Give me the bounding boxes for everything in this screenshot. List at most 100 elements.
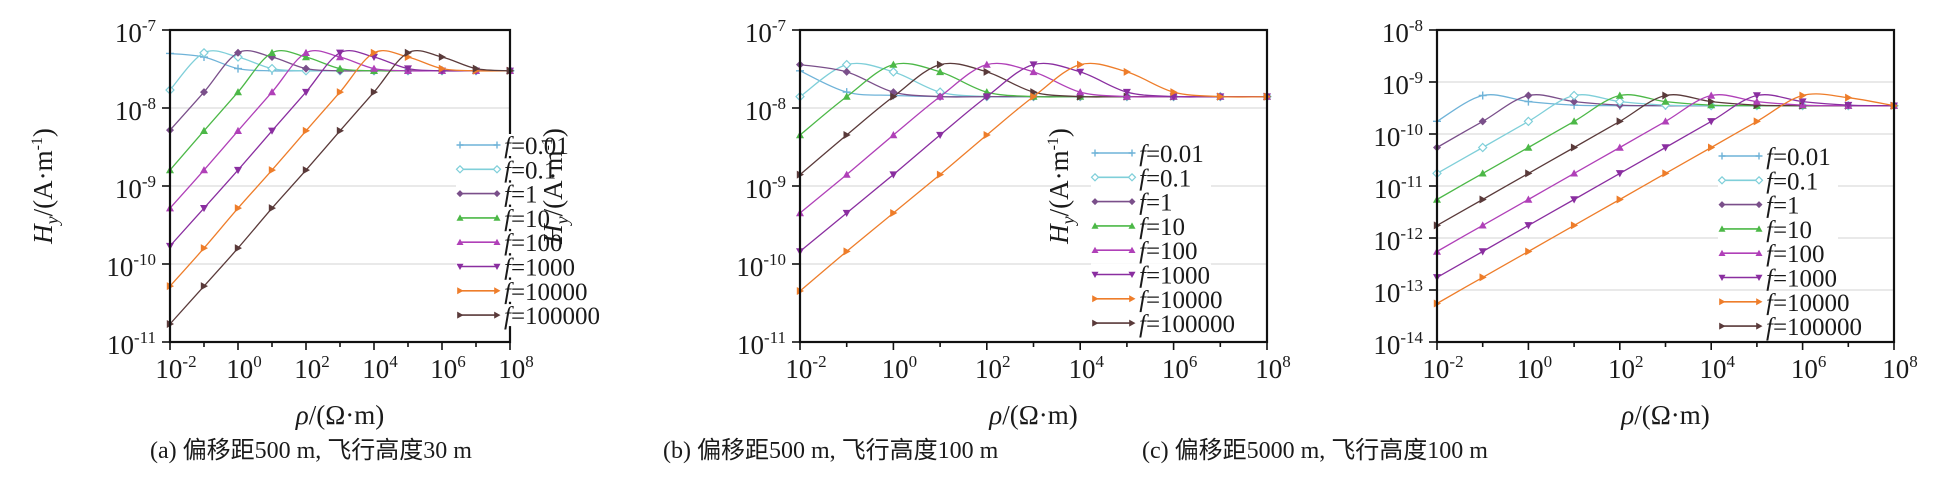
- legend-label: f=10: [1766, 217, 1812, 244]
- diamond-marker: [234, 48, 242, 57]
- plus-marker: [234, 64, 242, 73]
- triangle-up-marker: [1752, 97, 1761, 105]
- legend-item: f=0.1: [1090, 165, 1211, 192]
- triangle-right-marker: [1756, 322, 1763, 330]
- y-tick-label: 10-12: [1373, 224, 1423, 256]
- legend-label: f=1: [1139, 190, 1173, 217]
- legend-label: f=0.1: [1139, 165, 1191, 192]
- diamond-marker: [1717, 175, 1727, 185]
- triangle-up-marker: [1122, 92, 1131, 100]
- triangle-right-marker: [1799, 91, 1807, 100]
- legend-bg: [1718, 217, 1838, 240]
- y-tick-label: 10-11: [107, 328, 156, 360]
- y-tick-label: 10-9: [115, 172, 156, 204]
- legend-item: f=1000: [1718, 266, 1838, 293]
- y-axis-label: Hy/(A·m-1): [538, 128, 572, 245]
- triangle-down-marker: [200, 204, 208, 213]
- legend-label: f=10: [1139, 214, 1185, 241]
- y-axis-label: Hy/(A·m-1): [28, 128, 62, 245]
- y-tick-label: 10-8: [1382, 16, 1423, 48]
- plus-marker: [1478, 91, 1487, 100]
- triangle-right-marker: [268, 166, 276, 175]
- y-tick-label: 10-9: [745, 172, 786, 204]
- legend-bg: [1091, 142, 1211, 164]
- triangle-up-marker: [493, 214, 501, 221]
- series-f-100000: [796, 60, 1271, 296]
- legend-label: f=10000: [1766, 290, 1850, 317]
- legend-label: f=10000: [1139, 287, 1223, 314]
- triangle-right-marker: [1170, 88, 1178, 97]
- legend-bg: [1718, 193, 1838, 216]
- diamond-marker: [1127, 172, 1137, 182]
- triangle-up-marker: [1570, 169, 1579, 177]
- legend-label: f=0.01: [1766, 144, 1831, 171]
- triangle-right-marker: [302, 166, 310, 175]
- legend-bg: [1718, 169, 1838, 192]
- triangle-right-marker: [1570, 221, 1579, 230]
- triangle-up-marker: [1615, 143, 1624, 151]
- legend-item: f=0.1: [455, 157, 576, 184]
- legend-bg: [456, 279, 576, 302]
- y-tick-label: 10-8: [115, 94, 156, 126]
- diamond-marker: [888, 67, 899, 77]
- plus-marker: [1718, 152, 1726, 160]
- x-tick-label: 108: [1882, 352, 1918, 384]
- triangle-right-marker: [983, 131, 991, 140]
- panel-a: 10-2 100 102 104 106 108 10-7 10-8 10-9 10-10 10-1…: [28, 16, 600, 464]
- triangle-up-marker: [842, 92, 851, 100]
- triangle-down-marker: [889, 171, 898, 179]
- legend-item: f=1000: [456, 255, 576, 282]
- triangle-up-marker: [1661, 97, 1670, 105]
- diamond-marker: [1614, 96, 1625, 107]
- triangle-right-marker: [1129, 319, 1136, 327]
- legend-item: f=10000: [1718, 290, 1850, 317]
- diamond-marker: [1570, 97, 1579, 106]
- diamond-marker: [1477, 142, 1488, 153]
- triangle-down-marker: [1798, 98, 1807, 106]
- triangle-right-marker: [1708, 143, 1716, 152]
- y-axis-label: Hy/(A·m-1): [1044, 128, 1078, 245]
- triangle-right-marker: [200, 244, 208, 253]
- triangle-down-marker: [493, 263, 501, 270]
- legend-label: f=1000: [504, 255, 575, 282]
- legend-item: f=100000: [456, 303, 600, 330]
- plus-marker: [1755, 152, 1763, 160]
- series-f-100000: [166, 48, 514, 329]
- triangle-right-marker: [336, 126, 344, 135]
- diamond-marker: [199, 47, 209, 58]
- legend-bg: [456, 255, 576, 278]
- triangle-down-marker: [1122, 88, 1131, 97]
- triangle-right-marker: [1030, 92, 1038, 101]
- triangle-down-marker: [1091, 271, 1099, 278]
- x-tick-label: 108: [1255, 352, 1291, 384]
- triangle-right-marker: [404, 48, 412, 57]
- triangle-up-marker: [1570, 117, 1579, 125]
- triangle-right-marker: [1092, 319, 1099, 327]
- legend-item: f=10000: [1091, 287, 1223, 314]
- legend-bg: [1718, 145, 1838, 167]
- triangle-up-marker: [936, 92, 945, 100]
- legend-item: f=0.01: [1718, 144, 1838, 171]
- triangle-up-marker: [1524, 195, 1533, 203]
- diamond-marker: [1718, 201, 1726, 209]
- triangle-down-marker: [302, 88, 310, 97]
- triangle-up-marker: [1718, 249, 1726, 256]
- diamond-marker: [493, 190, 501, 198]
- triangle-right-marker: [890, 209, 898, 218]
- triangle-up-marker: [1076, 88, 1085, 96]
- triangle-up-marker: [234, 126, 242, 135]
- y-tick-label: 10-13: [1373, 276, 1423, 308]
- legend-item: f=0.01: [1091, 141, 1211, 168]
- triangle-up-marker: [370, 64, 378, 72]
- y-tick-label: 10-7: [745, 16, 787, 48]
- triangle-right-marker: [457, 287, 464, 295]
- legend: f=0.01f=0.1f=1f=10f=100f=1000f=10000f=10…: [455, 133, 600, 330]
- triangle-down-marker: [1076, 68, 1085, 76]
- y-tick-label: 10-11: [737, 328, 786, 360]
- triangle-right-marker: [843, 247, 851, 256]
- legend-bg: [1718, 290, 1838, 313]
- triangle-down-marker: [936, 131, 945, 140]
- legend-label: f=0.01: [1139, 141, 1204, 168]
- legend-label: f=0.1: [1766, 168, 1818, 195]
